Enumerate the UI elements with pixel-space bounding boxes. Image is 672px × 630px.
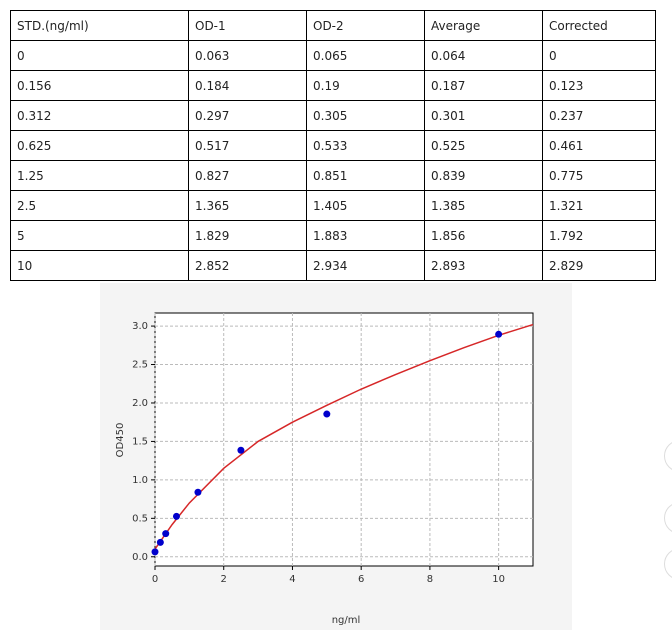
cell: OD-1 (188, 10, 307, 41)
x-tick-label: 6 (358, 574, 364, 585)
x-tick-label: 8 (427, 574, 433, 585)
x-tick-label: 4 (289, 574, 295, 585)
x-tick-label: 0 (152, 574, 158, 585)
cell: 0.065 (306, 40, 425, 71)
x-axis-label: ng/ml (332, 615, 361, 626)
cell: 0.187 (424, 70, 543, 101)
cell: 1.792 (542, 220, 656, 251)
header-row: STD.(ng/ml) OD-1 OD-2 Average Corrected (10, 10, 656, 41)
data-point (323, 410, 331, 418)
cell: 2.852 (188, 250, 307, 281)
plot-area (154, 312, 534, 567)
data-point (194, 488, 202, 496)
data-point (151, 548, 159, 556)
cell: 2.893 (424, 250, 543, 281)
cell: 0.851 (306, 160, 425, 191)
cell: 0.533 (306, 130, 425, 161)
cell: 1.385 (424, 190, 543, 221)
cell: 10 (10, 250, 189, 281)
table-row: 1.25 0.827 0.851 0.839 0.775 (10, 160, 656, 191)
y-tick-label: 0.0 (132, 552, 148, 563)
cell: 0.297 (188, 100, 307, 131)
cell: 2.934 (306, 250, 425, 281)
table-row: 10 2.852 2.934 2.893 2.829 (10, 250, 656, 281)
y-tick-label: 2.5 (132, 360, 148, 371)
data-point (156, 538, 164, 546)
cell: 0.301 (424, 100, 543, 131)
cell: Corrected (542, 10, 656, 41)
cell: 0.517 (188, 130, 307, 161)
table-row: 0.625 0.517 0.533 0.525 0.461 (10, 130, 656, 161)
cell: 0.839 (424, 160, 543, 191)
cell: 0.063 (188, 40, 307, 71)
table-row: 5 1.829 1.883 1.856 1.792 (10, 220, 656, 251)
y-axis-label: OD450 (115, 423, 126, 458)
fit-curve (154, 323, 534, 550)
cell: 0.775 (542, 160, 656, 191)
y-tick-label: 1.0 (132, 475, 148, 486)
cell: 1.883 (306, 220, 425, 251)
cell: 0.625 (10, 130, 189, 161)
y-tick-label: 3.0 (132, 321, 148, 332)
data-table: STD.(ng/ml) OD-1 OD-2 Average Corrected 0 0.06… (10, 10, 656, 281)
data-point (237, 446, 245, 454)
x-tick-label: 10 (492, 574, 505, 585)
y-tick-label: 2.0 (132, 398, 148, 409)
table-row: 0.312 0.297 0.305 0.301 0.237 (10, 100, 656, 131)
cell: 0.525 (424, 130, 543, 161)
y-tick-label: 0.5 (132, 513, 148, 524)
cell: Average (424, 10, 543, 41)
table-row: 0 0.063 0.065 0.064 0 (10, 40, 656, 71)
cell: 1.829 (188, 220, 307, 251)
table-row: 0.156 0.184 0.19 0.187 0.123 (10, 70, 656, 101)
data-point (162, 530, 170, 538)
data-point (495, 330, 503, 338)
cell: 2.829 (542, 250, 656, 281)
x-tick-label: 2 (221, 574, 227, 585)
cell: STD.(ng/ml) (10, 10, 189, 41)
table-row: 2.5 1.365 1.405 1.385 1.321 (10, 190, 656, 221)
y-tick-label: 1.5 (132, 436, 148, 447)
data-point (172, 512, 180, 520)
cell: 0.156 (10, 70, 189, 101)
